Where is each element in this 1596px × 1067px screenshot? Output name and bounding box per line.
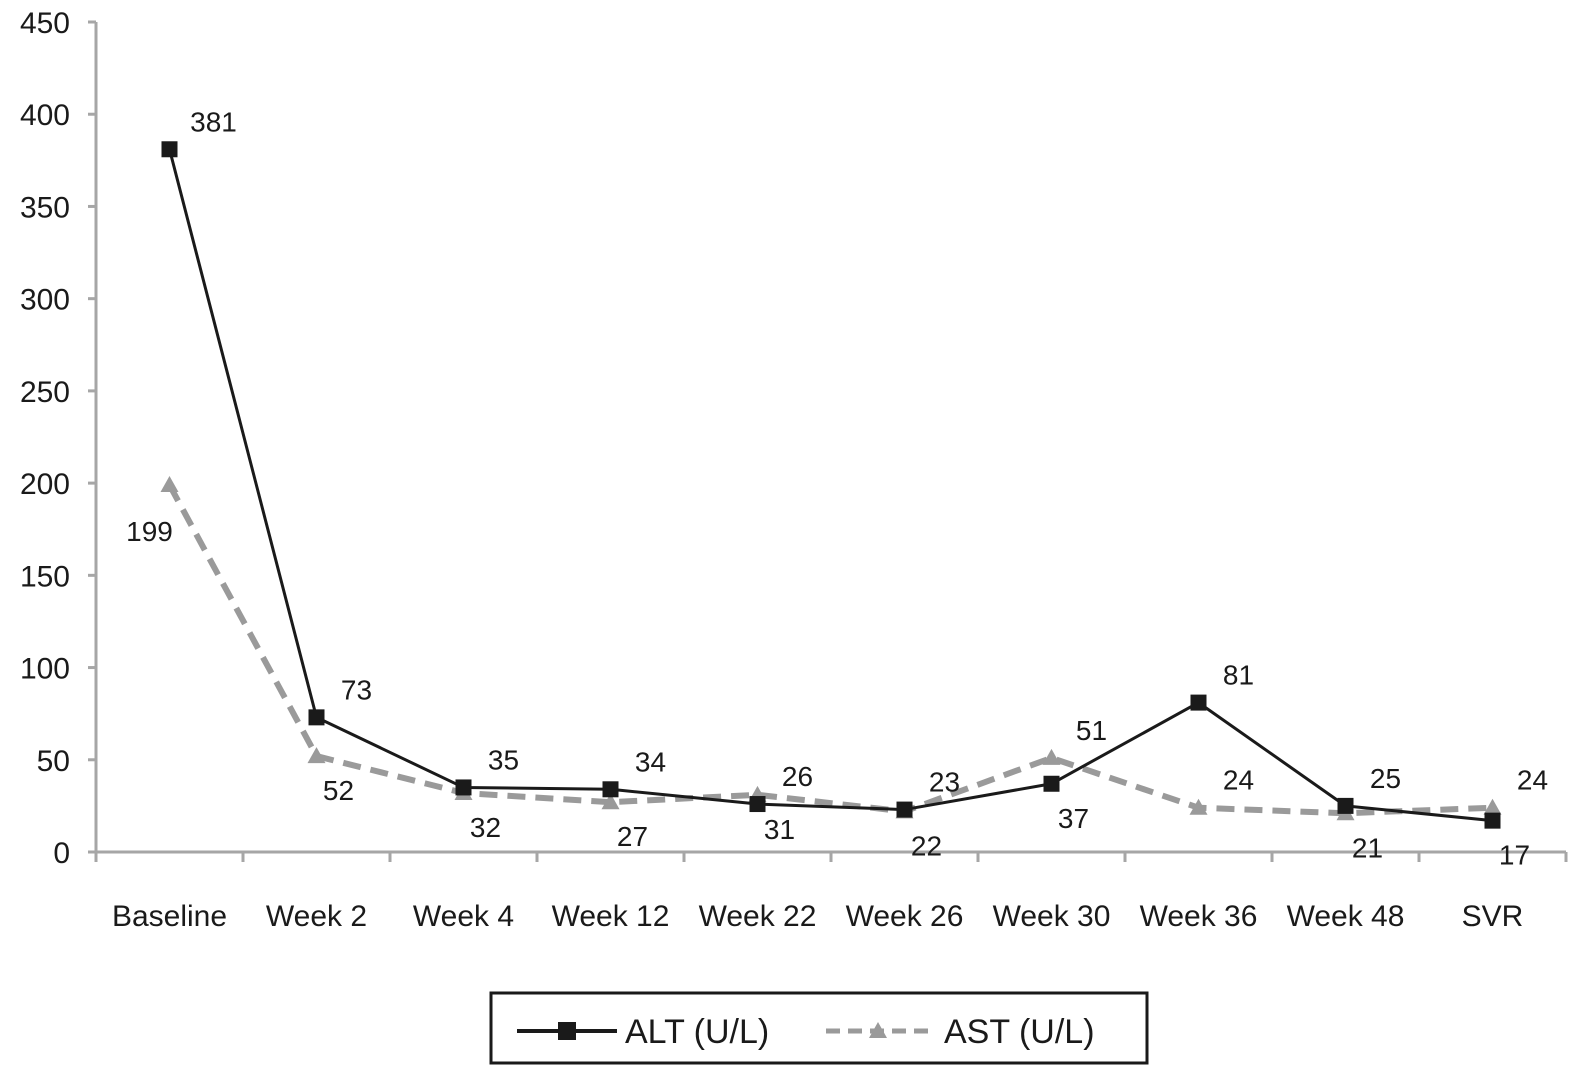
alt-data-label: 23 [929, 767, 960, 798]
alt-point [455, 779, 472, 796]
alt-point [602, 781, 619, 798]
y-axis: 0 50 100 150 200 250 300 350 400 450 [20, 7, 98, 870]
ast-point [1042, 748, 1061, 765]
ast-data-label: 21 [1352, 832, 1383, 863]
x-axis: Baseline Week 2 Week 4 Week 12 Week 22 Week 2… [94, 850, 1568, 933]
ast-point [1189, 798, 1208, 815]
legend: ALT (U/L) AST (U/L) [489, 991, 1149, 1065]
series-layer [160, 141, 1502, 829]
ast-data-label: 32 [470, 812, 501, 843]
y-tick-label: 0 [53, 837, 70, 870]
x-tick-label: Week 26 [846, 900, 964, 933]
y-tick-label: 200 [20, 468, 70, 501]
data-labels: 381 73 35 34 26 23 37 81 25 17 199 52 32 27 31 22 51 24 21… [126, 106, 1548, 870]
x-tick-label: Week 12 [552, 900, 670, 933]
alt-point [308, 709, 325, 726]
y-tick-label: 50 [37, 745, 70, 778]
ast-point [601, 793, 620, 810]
x-tick-label: Week 4 [413, 900, 514, 933]
x-tick-label: Week 2 [266, 900, 367, 933]
alt-point [749, 796, 766, 813]
ast-data-label: 199 [126, 516, 173, 547]
x-tick-label: Baseline [112, 900, 227, 933]
x-tick-label: Week 36 [1140, 900, 1258, 933]
x-tick-label: SVR [1462, 900, 1524, 933]
alt-data-label: 81 [1223, 660, 1254, 691]
ast-point [307, 747, 326, 764]
series-line-alt [168, 148, 1493, 823]
ast-data-label: 52 [323, 775, 354, 806]
alt-data-label: 25 [1370, 763, 1401, 794]
x-tick-label: Week 22 [699, 900, 817, 933]
y-tick-label: 450 [20, 7, 70, 40]
y-tick-label: 250 [20, 376, 70, 409]
alt-data-label: 26 [782, 761, 813, 792]
legend-box [489, 991, 1149, 1065]
series-line-ast [166, 483, 1493, 817]
alt-point [1484, 812, 1501, 829]
ast-data-label: 22 [911, 830, 942, 861]
legend-ast-label: AST (U/L) [944, 1013, 1095, 1051]
y-tick-label: 150 [20, 560, 70, 593]
alt-point [896, 801, 913, 818]
alt-data-label: 35 [488, 744, 519, 775]
y-tick-label: 300 [20, 284, 70, 317]
ast-data-label: 24 [1517, 765, 1548, 796]
y-tick-label: 350 [20, 191, 70, 224]
alt-point [1043, 775, 1060, 792]
x-tick-label: Week 48 [1287, 900, 1405, 933]
alt-point [1337, 797, 1354, 814]
alt-point [161, 141, 178, 158]
y-tick-label: 100 [20, 653, 70, 686]
ast-point [160, 475, 179, 492]
alt-data-label: 17 [1499, 840, 1530, 871]
alt-point [1190, 694, 1207, 711]
legend-ast-marker [869, 1022, 887, 1038]
y-tick-label: 400 [20, 99, 70, 132]
ast-data-label: 27 [617, 821, 648, 852]
ast-data-label: 24 [1223, 765, 1254, 796]
alt-data-label: 34 [635, 746, 666, 777]
ast-point [1483, 798, 1502, 815]
alt-data-label: 37 [1058, 803, 1089, 834]
x-tick-label: Week 30 [993, 900, 1111, 933]
legend-alt-label: ALT (U/L) [625, 1013, 769, 1051]
legend-alt-marker [558, 1022, 576, 1040]
alt-data-label: 381 [190, 106, 237, 137]
ast-data-label: 51 [1076, 715, 1107, 746]
ast-data-label: 31 [764, 814, 795, 845]
alt-data-label: 73 [341, 674, 372, 705]
